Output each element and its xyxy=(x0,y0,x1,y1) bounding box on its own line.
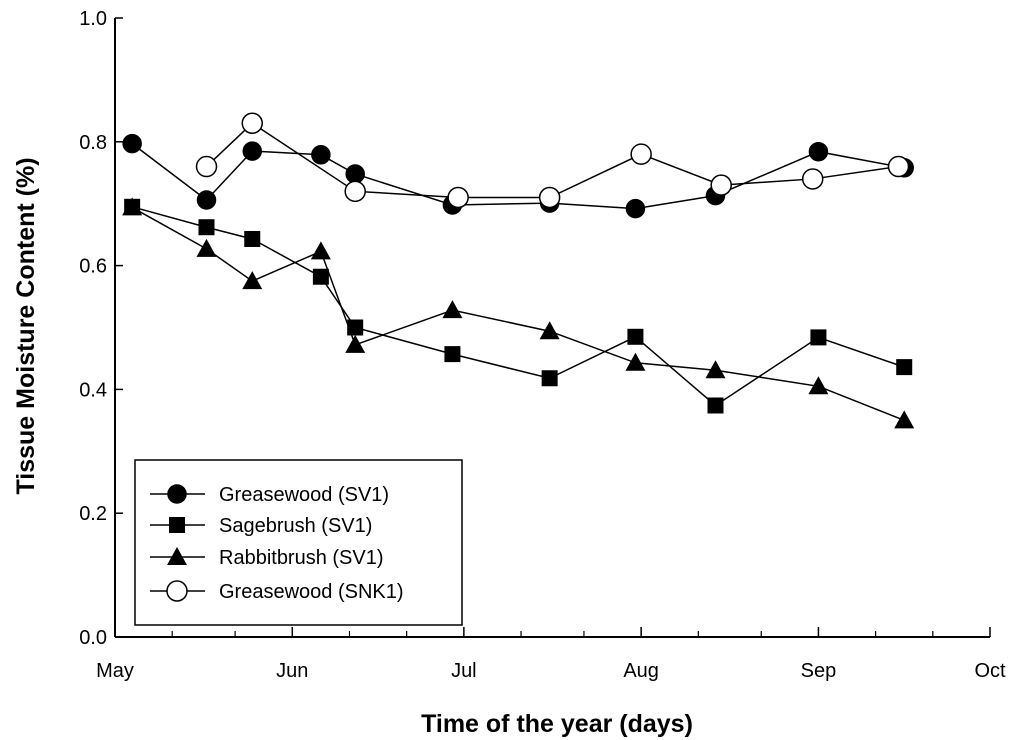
data-point-circle-open xyxy=(241,112,264,134)
data-point-circle-open xyxy=(447,186,469,209)
data-point-circle-filled xyxy=(345,164,365,184)
series-greasewood-snk1 xyxy=(195,112,910,209)
legend-label: Greasewood (SNK1) xyxy=(219,581,404,603)
y-axis-title: Tissue Moisture Content (%) xyxy=(12,157,40,494)
data-point-circle-filled xyxy=(311,145,331,165)
y-tick-label: 0.8 xyxy=(79,132,107,154)
x-axis-title: Time of the year (days) xyxy=(421,710,693,738)
legend-marker-circle-filled xyxy=(167,484,187,504)
data-point-square-filled xyxy=(896,359,913,376)
data-point-circle-open xyxy=(344,180,366,203)
legend-label: Greasewood (SV1) xyxy=(219,484,389,506)
legend-marker-circle-open xyxy=(166,580,188,602)
y-tick-label: 1.0 xyxy=(79,8,107,30)
legend-entry-rabbitbrush-sv1: Rabbitbrush (SV1) xyxy=(150,547,384,569)
data-point-triangle-filled xyxy=(242,271,263,290)
data-point-square-filled xyxy=(198,219,215,236)
data-point-triangle-filled xyxy=(310,241,331,260)
x-tick-label: Aug xyxy=(623,660,659,682)
y-tick-label: 0.2 xyxy=(79,503,107,525)
series-rabbitbrush-sv1 xyxy=(122,197,915,429)
x-tick-label: Jul xyxy=(451,660,477,682)
y-tick-label: 0.4 xyxy=(79,379,107,401)
data-point-triangle-filled xyxy=(808,376,829,395)
legend-label: Sagebrush (SV1) xyxy=(219,515,372,537)
series-line xyxy=(205,122,899,199)
x-tick-label: Sep xyxy=(801,660,837,682)
data-point-triangle-filled xyxy=(625,352,646,371)
data-point-circle-open xyxy=(801,168,824,190)
data-point-square-filled xyxy=(707,397,724,414)
legend-marker-triangle-filled xyxy=(167,547,187,565)
data-point-circle-open xyxy=(630,143,652,165)
data-point-triangle-filled xyxy=(539,321,560,340)
data-point-circle-filled xyxy=(196,190,217,210)
data-point-square-filled xyxy=(312,268,329,285)
series-layer xyxy=(122,112,915,429)
data-point-circle-filled xyxy=(122,133,142,154)
legend-entry-sagebrush-sv1: Sagebrush (SV1) xyxy=(150,515,372,537)
data-point-triangle-filled xyxy=(442,300,463,319)
x-tick-label: Oct xyxy=(974,660,1006,682)
legend-marker-square-filled xyxy=(169,517,185,533)
data-point-triangle-filled xyxy=(705,360,726,379)
data-point-triangle-filled xyxy=(122,197,143,216)
legend-label: Rabbitbrush (SV1) xyxy=(219,547,384,569)
legend-entry-greasewood-snk1: Greasewood (SNK1) xyxy=(150,580,404,603)
data-point-circle-open xyxy=(538,186,561,209)
axes: 0.0 0.2 0.4 0.6 0.8 1.0 May Jun Jul Aug Sep Oct xyxy=(79,8,1006,682)
data-point-square-filled xyxy=(541,370,558,387)
data-point-circle-open xyxy=(195,155,218,178)
data-point-circle-open xyxy=(887,155,910,178)
legend-box xyxy=(134,459,463,626)
data-point-circle-filled xyxy=(625,198,646,219)
series-sagebrush-sv1 xyxy=(124,198,913,414)
data-point-circle-filled xyxy=(808,141,829,162)
x-tick-label: May xyxy=(96,660,134,682)
data-point-circle-open xyxy=(710,174,732,196)
data-point-triangle-filled xyxy=(345,334,366,353)
data-point-square-filled xyxy=(627,328,644,345)
x-tick-label: Jun xyxy=(276,660,308,682)
data-point-triangle-filled xyxy=(894,410,915,429)
data-point-square-filled xyxy=(810,329,827,346)
data-point-square-filled xyxy=(347,319,364,336)
data-point-square-filled xyxy=(244,230,261,247)
legend-entry-greasewood-sv1: Greasewood (SV1) xyxy=(150,484,389,506)
legend: Greasewood (SV1) Sagebrush (SV1) Rabbitb… xyxy=(134,459,463,626)
y-tick-label: 0.6 xyxy=(79,256,107,278)
series-greasewood-sv1 xyxy=(122,133,914,219)
y-tick-label: 0.0 xyxy=(79,627,107,649)
data-point-triangle-filled xyxy=(196,238,217,257)
data-point-circle-filled xyxy=(242,141,263,161)
data-point-square-filled xyxy=(444,346,461,363)
